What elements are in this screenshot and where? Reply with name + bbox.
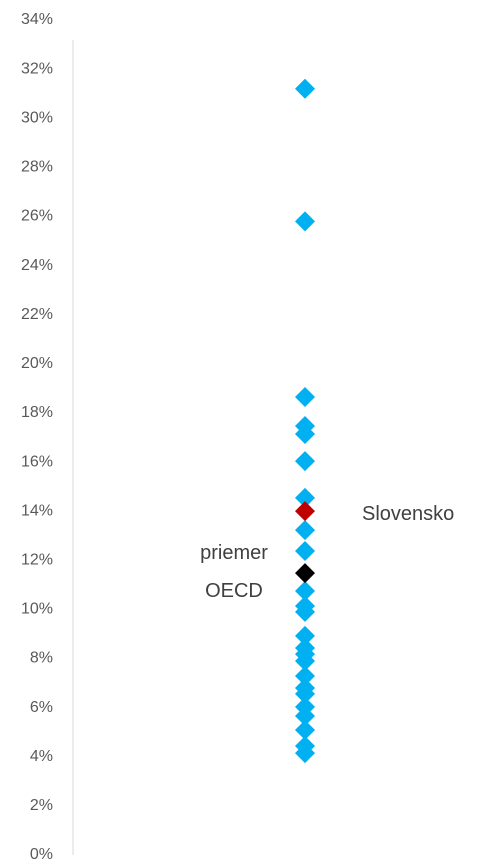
y-tick-label: 14% — [21, 502, 53, 519]
y-tick-label: 2% — [30, 797, 53, 814]
data-point — [295, 743, 315, 764]
data-point — [295, 601, 315, 622]
data-point — [295, 580, 315, 601]
y-tick-label: 0% — [30, 846, 53, 863]
data-point — [295, 520, 315, 541]
data-point — [295, 719, 315, 740]
data-point — [295, 386, 315, 407]
data-point — [295, 563, 315, 584]
y-tick-label: 8% — [30, 650, 53, 667]
y-tick-label: 28% — [21, 159, 53, 176]
data-point — [295, 211, 315, 232]
y-tick-label: 22% — [21, 306, 53, 323]
data-point — [295, 424, 315, 445]
y-tick-label: 30% — [21, 109, 53, 126]
y-tick-label: 32% — [21, 60, 53, 77]
data-point — [295, 451, 315, 472]
data-point — [295, 625, 315, 646]
y-tick-label: 4% — [30, 748, 53, 765]
annotation: Slovensko — [362, 503, 454, 525]
annotation-line: OECD — [205, 580, 263, 602]
annotation-line: Slovensko — [362, 503, 454, 525]
data-point — [295, 540, 315, 561]
annotation-line: priemer — [200, 542, 268, 564]
data-point — [295, 650, 315, 671]
y-tick-label: 34% — [21, 11, 53, 28]
y-tick-label: 18% — [21, 404, 53, 421]
y-tick-label: 24% — [21, 257, 53, 274]
data-point — [295, 501, 315, 522]
y-tick-label: 26% — [21, 208, 53, 225]
annotation: priemer OECD — [200, 542, 268, 602]
y-tick-label: 20% — [21, 355, 53, 372]
data-point — [295, 705, 315, 726]
y-tick-label: 16% — [21, 453, 53, 470]
data-point — [295, 665, 315, 686]
y-tick-label: 10% — [21, 601, 53, 618]
data-point — [295, 683, 315, 704]
data-point — [295, 487, 315, 508]
y-tick-label: 12% — [21, 552, 53, 569]
data-point — [295, 78, 315, 99]
y-tick-label: 6% — [30, 699, 53, 716]
